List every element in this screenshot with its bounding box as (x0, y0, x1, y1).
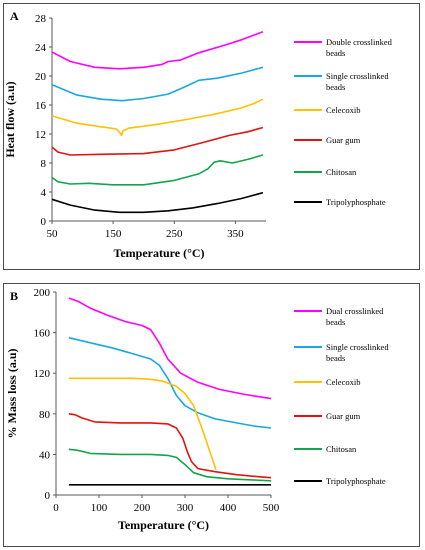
x-axis-title-b: Temperature (°C) (118, 518, 209, 532)
y-tick-label-a: 12 (35, 129, 46, 141)
x-tick-label-a: 150 (105, 228, 122, 240)
series-line-a-2 (51, 98, 264, 137)
chart-a-svg: A 50 150 250 350 0 4 8 12 16 20 24 28 Temperature (°C… (3, 9, 393, 260)
y-tick-label-b: 120 (34, 368, 51, 380)
x-tick-label-a: 250 (166, 228, 183, 240)
y-tick-label-b: 40 (39, 449, 51, 461)
y-tick-label-a: 4 (41, 187, 47, 199)
series-line-a-0 (51, 31, 264, 70)
series-line-a-3 (51, 126, 264, 156)
chart-panel-a: A 50 150 250 350 0 4 8 12 16 20 24 28 Temperature (°C… (3, 3, 420, 270)
x-tick-label-a: 350 (227, 228, 244, 240)
y-tick-label-a: 20 (35, 71, 47, 83)
series-line-b-2 (68, 377, 217, 470)
legend-label-a-1: Single crosslinked beads (326, 71, 389, 92)
series-line-b-3 (68, 413, 272, 479)
series-line-a-5 (51, 191, 264, 214)
legend-label-b-1: Single crosslinked beads (326, 342, 389, 363)
y-tick-label-a: 8 (41, 158, 47, 170)
y-tick-label-a: 0 (41, 216, 47, 228)
series-line-a-1 (51, 66, 264, 102)
legend-label-b-5: Tripolyphosphate (326, 476, 386, 486)
legend-label-b-2: Celecoxib (326, 377, 360, 387)
legend-label-a-0: Double crosslinked beads (326, 37, 393, 58)
x-tick-label-b: 0 (53, 502, 59, 514)
legend-label-a-3: Guar gum (326, 135, 361, 145)
x-tick-label-b: 300 (177, 502, 194, 514)
x-axis-title-a: Temperature (°C) (113, 246, 204, 260)
panel-label-a: A (10, 9, 19, 23)
legend-label-b-3: Guar gum (326, 411, 361, 421)
panel-label-b: B (10, 289, 18, 303)
chart-b-svg: B 0 100 200 300 400 500 0 40 80 120 160 200 Temperatu… (5, 287, 389, 532)
legend-label-a-4: Chitosan (326, 167, 357, 177)
y-tick-label-a: 16 (35, 100, 47, 112)
series-line-b-0 (68, 297, 272, 400)
x-tick-label-b: 500 (263, 502, 280, 514)
y-tick-label-b: 0 (45, 490, 51, 502)
y-tick-label-a: 28 (35, 13, 47, 25)
legend-label-b-0: Dual crosslinked beads (326, 306, 384, 327)
x-tick-label-b: 200 (134, 502, 151, 514)
y-axis-title-a: Heat flow (a.u) (3, 81, 17, 157)
y-tick-label-b: 160 (34, 328, 51, 340)
chart-panel-b: B 0 100 200 300 400 500 0 40 80 120 160 200 Temperatu… (3, 283, 420, 547)
series-line-b-1 (68, 336, 272, 429)
series-line-a-4 (51, 154, 264, 186)
y-tick-label-b: 200 (34, 287, 51, 299)
y-axis-title-b: % Mass loss (a.u) (5, 348, 19, 438)
x-tick-label-b: 400 (220, 502, 237, 514)
legend-label-a-5: Tripolyphosphate (326, 197, 386, 207)
x-tick-label-b: 100 (91, 502, 108, 514)
legend-label-a-2: Celecoxib (326, 105, 360, 115)
y-tick-label-b: 80 (39, 409, 51, 421)
series-line-b-4 (68, 448, 272, 482)
legend-label-b-4: Chitosan (326, 444, 357, 454)
y-tick-label-a: 24 (35, 42, 47, 54)
x-tick-label-a: 50 (47, 228, 59, 240)
